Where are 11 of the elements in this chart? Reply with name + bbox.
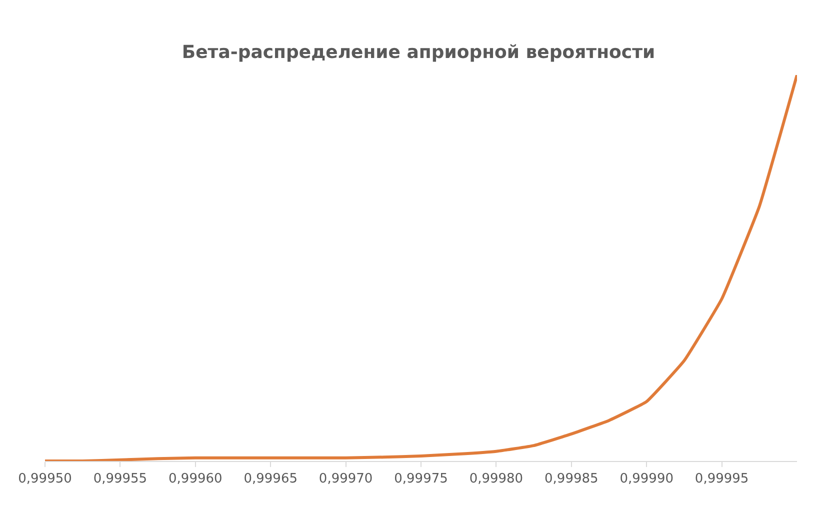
x-tick-label: 0,99985 (544, 472, 598, 487)
x-tick-label: 0,99975 (394, 472, 448, 487)
x-tick-label: 0,99965 (244, 472, 298, 487)
chart-title: Бета-распределение априорной вероятности (182, 42, 656, 64)
x-tick-label: 0,99970 (318, 472, 373, 487)
x-tick-label: 0,99995 (694, 472, 749, 487)
x-tick-label: 0,99980 (469, 472, 524, 487)
x-tick-label: 0,99955 (93, 472, 148, 487)
x-tick-label: 0,99990 (620, 472, 674, 487)
x-tick-label: 0,99950 (18, 472, 72, 487)
x-tick-label: 0,99960 (168, 472, 222, 487)
